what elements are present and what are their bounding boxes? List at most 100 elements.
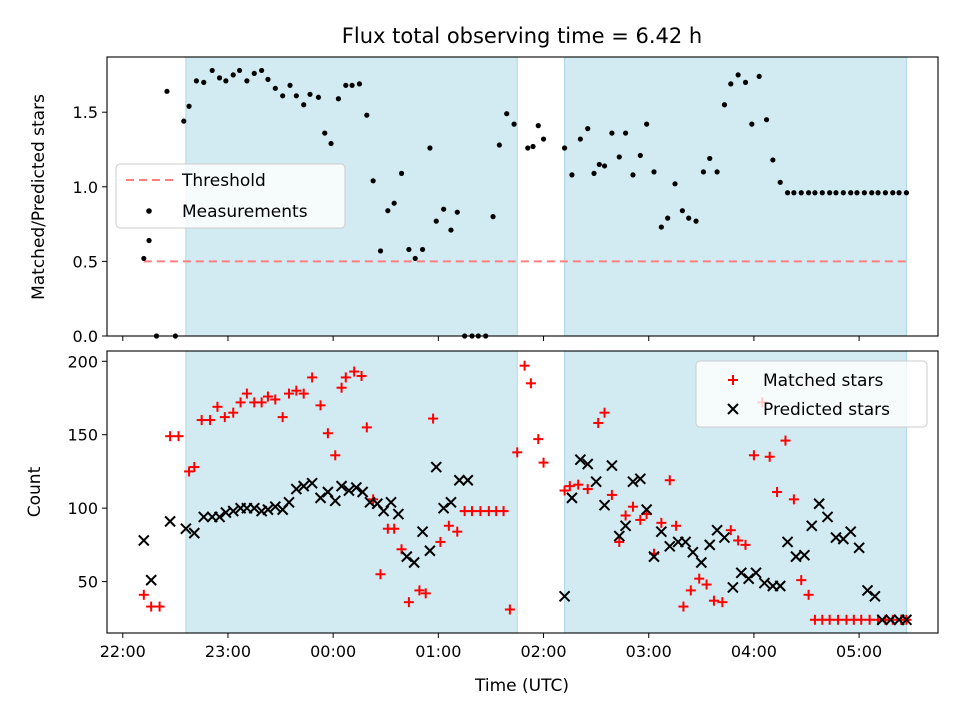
matched-star-marker [803,589,814,600]
measurement-point [385,208,391,214]
measurement-point [798,190,804,196]
measurement-point [322,130,328,136]
measurement-point [707,155,713,162]
measurement-point [146,237,152,244]
predicted-star-marker [742,572,755,585]
legend-measurements-label: Measurements [182,202,308,222]
measurement-point [591,170,597,176]
measurement-point [561,145,568,151]
matched-star-marker [573,479,584,490]
measurement-point [840,190,846,196]
measurement-point [433,218,439,224]
measurement-point [735,72,741,78]
predicted-star-marker [290,483,303,495]
legend-predicted-swatch [727,403,739,415]
measurement-point [328,140,334,147]
matched-star-marker [725,525,736,536]
matched-star-marker [671,520,682,531]
matched-star-marker [764,451,775,462]
measurement-point [530,143,536,150]
predicted-star-marker [655,525,668,538]
matched-star-marker [443,520,454,531]
predicted-star-marker [213,511,226,523]
predicted-star-marker [844,525,857,538]
measurement-point [848,190,854,196]
top-legend-box [115,163,346,229]
x-axis-label: Time (UTC) [474,676,569,696]
measurement-point [728,81,734,87]
matched-star-marker [740,539,751,550]
measurement-point [827,190,833,196]
predicted-star-marker [679,536,692,548]
matched-star-marker [606,489,617,500]
predicted-star-marker [735,567,748,579]
matched-star-marker [475,506,486,517]
predicted-star-marker [269,500,282,513]
measurement-point [391,200,397,206]
predicted-star-marker [453,474,466,486]
predicted-star-marker [297,480,310,492]
matched-star-marker [627,501,638,512]
measurement-point [193,78,200,84]
measurement-point [293,93,299,99]
predicted-star-marker [861,584,874,597]
measurement-point [251,70,257,77]
predicted-star-marker [750,567,762,579]
legend-threshold-label: Threshold [181,171,266,191]
measurement-point [335,96,342,102]
predicted-star-marker [262,503,274,516]
matched-star-marker [796,575,807,586]
predicted-star-marker [329,495,341,507]
measurement-point [784,190,791,196]
bottom-y-tick-label: 50 [78,573,98,592]
measurement-point [272,85,278,91]
measurement-points [141,67,910,339]
measurement-point [658,224,664,230]
matched-star-marker [564,481,575,492]
predicted-star-marker [798,549,811,561]
matched-star-marker [708,595,719,606]
measurement-point [833,190,839,196]
measurement-point [265,76,271,82]
matched-star-marker [228,407,239,418]
measurement-point [763,117,770,123]
predicted-star-marker [900,614,913,626]
measurement-point [540,136,547,142]
measurement-point [882,190,889,196]
chart-title: Flux total observing time = 6.42 h [342,24,702,48]
predicted-star-marker [606,459,618,472]
top-y-tick-label: 0.0 [73,327,98,346]
measurement-point [896,190,902,196]
measurement-point [806,190,812,196]
measurement-point [700,169,707,175]
matched-star-marker [330,450,341,461]
measurement-point [244,78,250,84]
measurement-point [201,79,207,85]
matched-star-marker [538,457,549,468]
measurement-point [651,169,657,175]
bottom-y-tick-label: 200 [67,352,98,371]
matched-star-marker [599,407,610,418]
matched-star-marker [146,601,157,612]
measurement-point [427,145,433,151]
predicted-star-marker [695,556,708,569]
predicted-star-marker [392,508,405,520]
matched-star-marker [864,614,875,625]
predicted-star-marker [821,511,834,523]
predicted-star-marker [445,496,457,508]
matched-star-marker [356,370,367,381]
measurement-point [230,72,236,78]
predicted-star-marker [430,461,442,473]
measurement-point [216,75,223,81]
measurement-point [861,190,867,196]
matched-star-marker [322,428,333,439]
measurement-point [356,81,363,87]
predicted-star-marker [590,476,602,488]
measurement-point [209,67,215,74]
matched-star-marker [219,412,230,423]
matched-star-marker [389,523,400,534]
matched-star-marker [138,589,149,600]
measurement-point [721,102,728,108]
measurement-point [280,93,286,99]
shaded-region [564,56,907,337]
